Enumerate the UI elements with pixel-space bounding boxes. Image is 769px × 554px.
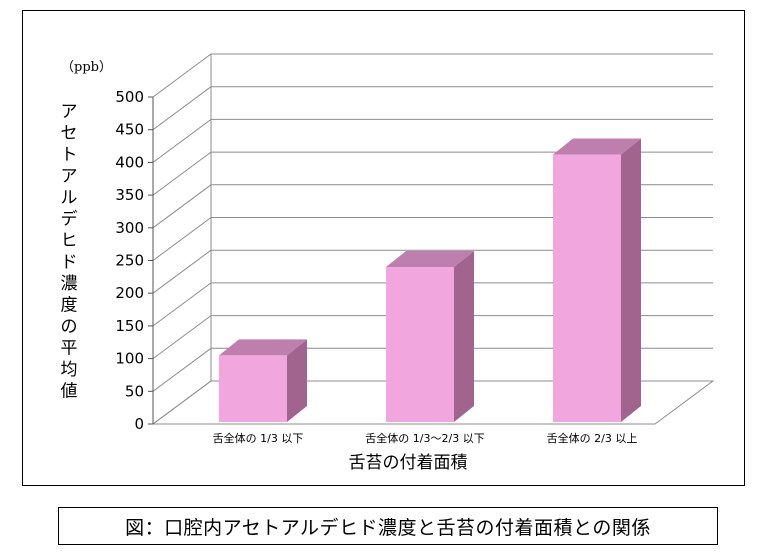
x-axis-title: 舌苔の付着面積	[349, 453, 468, 473]
y-axis-title-char: ア	[61, 167, 78, 187]
y-axis-title-char: 均	[61, 360, 78, 380]
bar-top	[219, 339, 307, 356]
y-tick-label: 350	[115, 186, 144, 204]
labels: 舌全体の 1/3 以下 舌全体の 1/3〜2/3 以下 舌全体の 2/3 以上アセト…	[61, 102, 638, 445]
grid-diagonal	[152, 315, 212, 360]
y-tick-label: 400	[115, 153, 144, 171]
grid-diagonal	[152, 118, 212, 163]
bar-top	[386, 251, 474, 268]
bar-chart: 0 50 100 150 200 250 300 350 400 450 500 舌全体の 1/3 …	[61, 53, 715, 473]
y-axis-title-char: 値	[61, 382, 78, 402]
grid-diagonal	[152, 347, 212, 392]
y-axis-title-char: デ	[61, 209, 78, 230]
grid-diagonal	[152, 53, 212, 98]
bar-front	[219, 355, 287, 422]
y-tick-label: 250	[115, 252, 144, 270]
y-tick-label: 300	[115, 219, 144, 237]
bar-front	[553, 154, 621, 422]
y-axis-title-char: ト	[61, 145, 78, 165]
y-axis-title-char: ド	[61, 253, 78, 273]
figure-caption-box: 図：口腔内アセトアルデヒド濃度と舌苔の付着面積との関係	[58, 507, 718, 545]
y-axis-title-char: 濃	[61, 274, 78, 294]
grid-diagonal	[152, 217, 212, 261]
bar	[553, 138, 641, 422]
y-tick-label: 500	[115, 88, 144, 106]
grid-diagonal	[152, 249, 212, 294]
y-axis-title-char: ア	[61, 102, 78, 122]
y-axis-title-char: ヒ	[61, 231, 78, 251]
y-tick-label: 450	[115, 121, 144, 139]
y-axis-title-char: ル	[61, 188, 78, 208]
y-axis-title-char: の	[61, 317, 78, 337]
y-tick-label: 0	[134, 415, 144, 433]
y-axis-title-char: 度	[61, 296, 78, 316]
x-category-label: 舌全体の 2/3 以上	[547, 431, 638, 445]
chart-frame: 0 50 100 150 200 250 300 350 400 450 500 舌全体の 1/3 …	[22, 10, 745, 486]
bar-front	[386, 267, 454, 422]
y-tick-label: 150	[115, 317, 144, 335]
bar	[386, 251, 474, 422]
bar-top	[553, 138, 641, 155]
grid-diagonal	[152, 151, 212, 196]
y-axis: 0 50 100 150 200 250 300 350 400 450 500	[115, 88, 154, 433]
y-unit-label: （ppb）	[61, 60, 112, 75]
bar-side	[454, 251, 474, 422]
x-category-label: 舌全体の 1/3〜2/3 以下	[365, 431, 484, 445]
y-axis-title-char: 平	[61, 339, 78, 359]
bars	[219, 138, 641, 422]
x-category-label: 舌全体の 1/3 以下	[213, 431, 304, 445]
bar-side	[621, 138, 641, 422]
y-tick-label: 50	[125, 382, 144, 400]
grid-diagonal	[152, 282, 212, 327]
floor	[151, 380, 715, 425]
y-tick-label: 200	[115, 284, 144, 302]
figure-caption: 図：口腔内アセトアルデヒド濃度と舌苔の付着面積との関係	[125, 516, 651, 539]
bar	[219, 339, 307, 422]
bar-side	[287, 339, 307, 422]
grid-diagonal	[152, 184, 212, 229]
grid-diagonal	[152, 86, 212, 131]
y-tick-label: 100	[115, 350, 144, 368]
y-axis-title-char: セ	[61, 124, 78, 144]
